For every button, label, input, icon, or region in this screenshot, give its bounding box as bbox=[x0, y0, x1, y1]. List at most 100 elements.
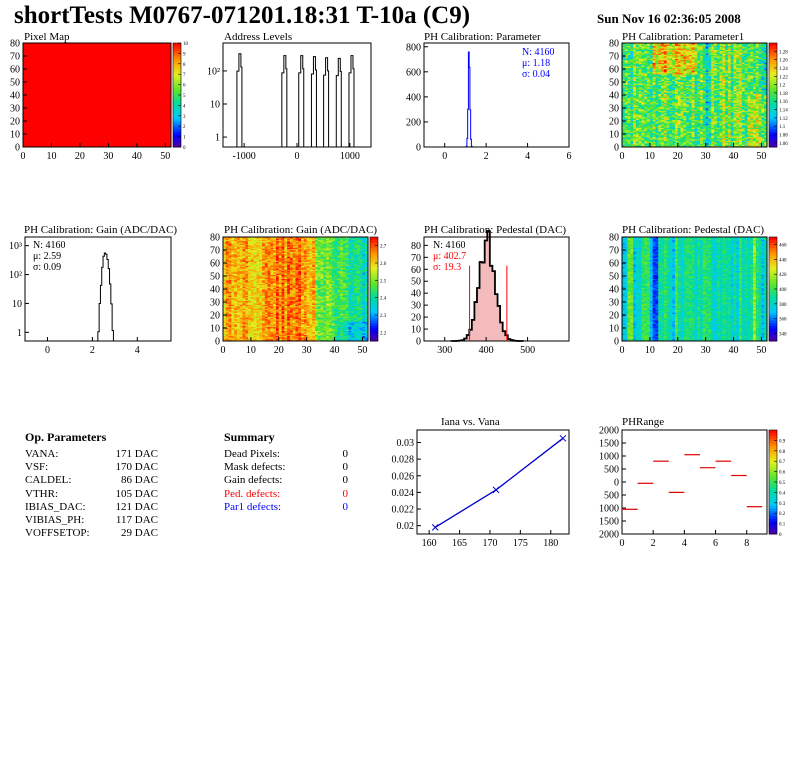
ph-cal-parameter1-cell bbox=[716, 82, 720, 84]
ph-cal-parameter1-cell bbox=[622, 121, 626, 123]
ph-cal-parameter1-cell bbox=[688, 97, 693, 100]
ph-cal-parameter1-cell bbox=[674, 98, 679, 101]
ph-cal-parameter1-cell bbox=[624, 92, 628, 94]
ph-cal-parameter1-cell bbox=[663, 109, 667, 111]
ph-cal-parameter1-cell bbox=[714, 143, 718, 145]
ph-cal-parameter1-cell bbox=[635, 124, 640, 127]
ph-cal-parameter1-cell bbox=[630, 46, 634, 49]
ph-cal-parameter1-cell bbox=[727, 59, 732, 62]
ph-cal-parameter1-cell bbox=[638, 46, 642, 49]
ph-cal-parameter1-cell bbox=[666, 75, 670, 78]
ph-cal-gain-hist-title: PH Calibration: Gain (ADC/DAC) bbox=[24, 224, 178, 236]
ph-cal-parameter1-cell bbox=[727, 67, 732, 70]
ph-cal-parameter1-cell bbox=[669, 76, 673, 79]
ph-cal-parameter1-cell bbox=[669, 140, 673, 143]
ph-cal-parameter1-cell bbox=[630, 137, 634, 140]
ph-cal-parameter1-cell bbox=[647, 78, 651, 80]
ph-cal-parameter1-cell bbox=[633, 134, 637, 136]
ph-cal-parameter1-cell bbox=[705, 136, 709, 139]
ph-cal-parameter1-cell bbox=[652, 128, 656, 131]
ph-cal-parameter1-cell bbox=[644, 59, 648, 62]
ph-cal-parameter1-cell bbox=[641, 84, 645, 87]
ph-cal-parameter1-cell bbox=[716, 136, 720, 139]
ph-cal-parameter1-cell bbox=[716, 143, 720, 145]
ph-cal-parameter1-cell bbox=[649, 113, 653, 115]
ph-cal-parameter1-cell bbox=[638, 61, 642, 63]
ph-cal-parameter1-cell bbox=[708, 53, 712, 55]
ph-cal-parameter1-cell bbox=[652, 49, 656, 52]
pixel-map-colorbar-cell bbox=[173, 110, 181, 114]
ph-cal-parameter1-cell bbox=[705, 140, 709, 143]
ph-cal-parameter1-cell bbox=[686, 108, 690, 110]
ph-cal-parameter1-cell bbox=[719, 114, 723, 117]
ph-cal-parameter1-cell bbox=[722, 131, 726, 133]
ph-cal-parameter1-cell bbox=[647, 52, 651, 54]
ph-cal-parameter1-cell bbox=[700, 143, 704, 145]
ph-cal-parameter1-cell bbox=[663, 57, 667, 59]
ph-cal-parameter1-cell bbox=[697, 52, 701, 54]
ph-cal-parameter1-cell bbox=[688, 58, 693, 61]
ph-cal-parameter1-cell bbox=[722, 44, 726, 46]
ph-cal-parameter1-cell bbox=[655, 135, 659, 137]
ph-cal-parameter1-cell bbox=[716, 56, 720, 58]
ph-cal-parameter1-cell bbox=[672, 54, 676, 57]
ph-cal-parameter1-cell bbox=[705, 56, 709, 58]
address-levels-peak bbox=[348, 55, 355, 147]
ph-cal-parameter1-cell bbox=[649, 123, 653, 126]
ph-cal-parameter1-cell bbox=[658, 61, 662, 63]
ph-cal-parameter1-cell bbox=[711, 110, 715, 113]
ph-cal-parameter1-cell bbox=[624, 45, 628, 48]
ph-cal-parameter1-cell bbox=[658, 53, 662, 55]
ph-cal-parameter1-cell bbox=[624, 110, 628, 113]
ph-cal-parameter1-cell bbox=[674, 102, 679, 105]
ph-cal-parameter1-cell bbox=[694, 111, 698, 114]
ph-cal-parameter1-cell bbox=[694, 137, 698, 140]
ph-cal-parameter1-cell bbox=[649, 61, 653, 63]
ph-cal-parameter1-cell bbox=[700, 140, 704, 143]
ph-cal-parameter1-cell bbox=[672, 89, 676, 92]
ph-cal-parameter1-cell bbox=[688, 122, 693, 124]
ph-cal-parameter1-cell bbox=[661, 57, 665, 59]
ph-cal-parameter1-cell bbox=[627, 62, 631, 65]
ph-cal-parameter1-cell bbox=[708, 58, 712, 61]
ph-cal-parameter1-cell bbox=[624, 59, 628, 62]
ph-cal-parameter1-cell bbox=[714, 92, 718, 94]
ph-cal-parameter1-cell bbox=[697, 123, 701, 126]
ph-cal-parameter1-cell bbox=[688, 100, 693, 102]
ph-cal-parameter1-cell bbox=[666, 44, 670, 46]
ph-cal-parameter1-cell bbox=[708, 126, 712, 128]
ph-cal-parameter1-cell bbox=[658, 127, 662, 130]
ph-cal-parameter1-cell bbox=[700, 91, 704, 93]
ph-cal-parameter1-cell bbox=[649, 70, 653, 72]
ph-cal-parameter1-cell bbox=[711, 106, 715, 109]
ph-cal-parameter1-cell bbox=[644, 52, 648, 54]
ph-cal-parameter1-cell bbox=[647, 92, 651, 94]
ph-cal-parameter1-cell bbox=[705, 45, 709, 48]
ph-cal-parameter1-cell bbox=[624, 70, 628, 72]
ph-cal-parameter1-cell bbox=[705, 70, 709, 72]
ph-cal-parameter1-cell bbox=[658, 52, 662, 54]
ph-cal-parameter1-cell bbox=[647, 59, 651, 62]
ph-cal-parameter1-cell bbox=[663, 87, 667, 89]
ph-cal-parameter1-cell bbox=[663, 61, 667, 63]
ph-cal-parameter1-cell bbox=[652, 119, 656, 122]
ph-cal-parameter1-cell bbox=[700, 75, 704, 78]
ph-cal-parameter1-cell bbox=[644, 96, 648, 98]
ph-cal-parameter1-cell bbox=[661, 106, 665, 109]
ph-cal-parameter1-cell bbox=[624, 118, 628, 120]
ph-cal-parameter1-cell bbox=[655, 72, 659, 75]
ph-cal-parameter1-cell bbox=[705, 131, 709, 133]
ph-cal-parameter1-cell bbox=[649, 59, 653, 62]
ph-cal-gain-hist-stat: N: 4160 bbox=[33, 240, 66, 251]
ph-cal-parameter1-cell bbox=[672, 123, 676, 126]
ph-cal-parameter1-cell bbox=[635, 46, 640, 49]
ph-cal-parameter1-cell bbox=[708, 82, 712, 84]
ph-cal-parameter1-cell bbox=[711, 49, 715, 52]
ph-cal-parameter1-cell bbox=[722, 135, 726, 137]
ph-cal-parameter1-cell bbox=[688, 67, 693, 70]
ph-cal-parameter1-cell bbox=[700, 127, 704, 130]
ph-cal-parameter1-cell bbox=[672, 108, 676, 110]
ph-cal-parameter1-cell bbox=[697, 104, 701, 106]
ph-cal-parameter1-cell bbox=[622, 56, 626, 58]
ph-cal-parameter1-cell bbox=[674, 65, 679, 67]
